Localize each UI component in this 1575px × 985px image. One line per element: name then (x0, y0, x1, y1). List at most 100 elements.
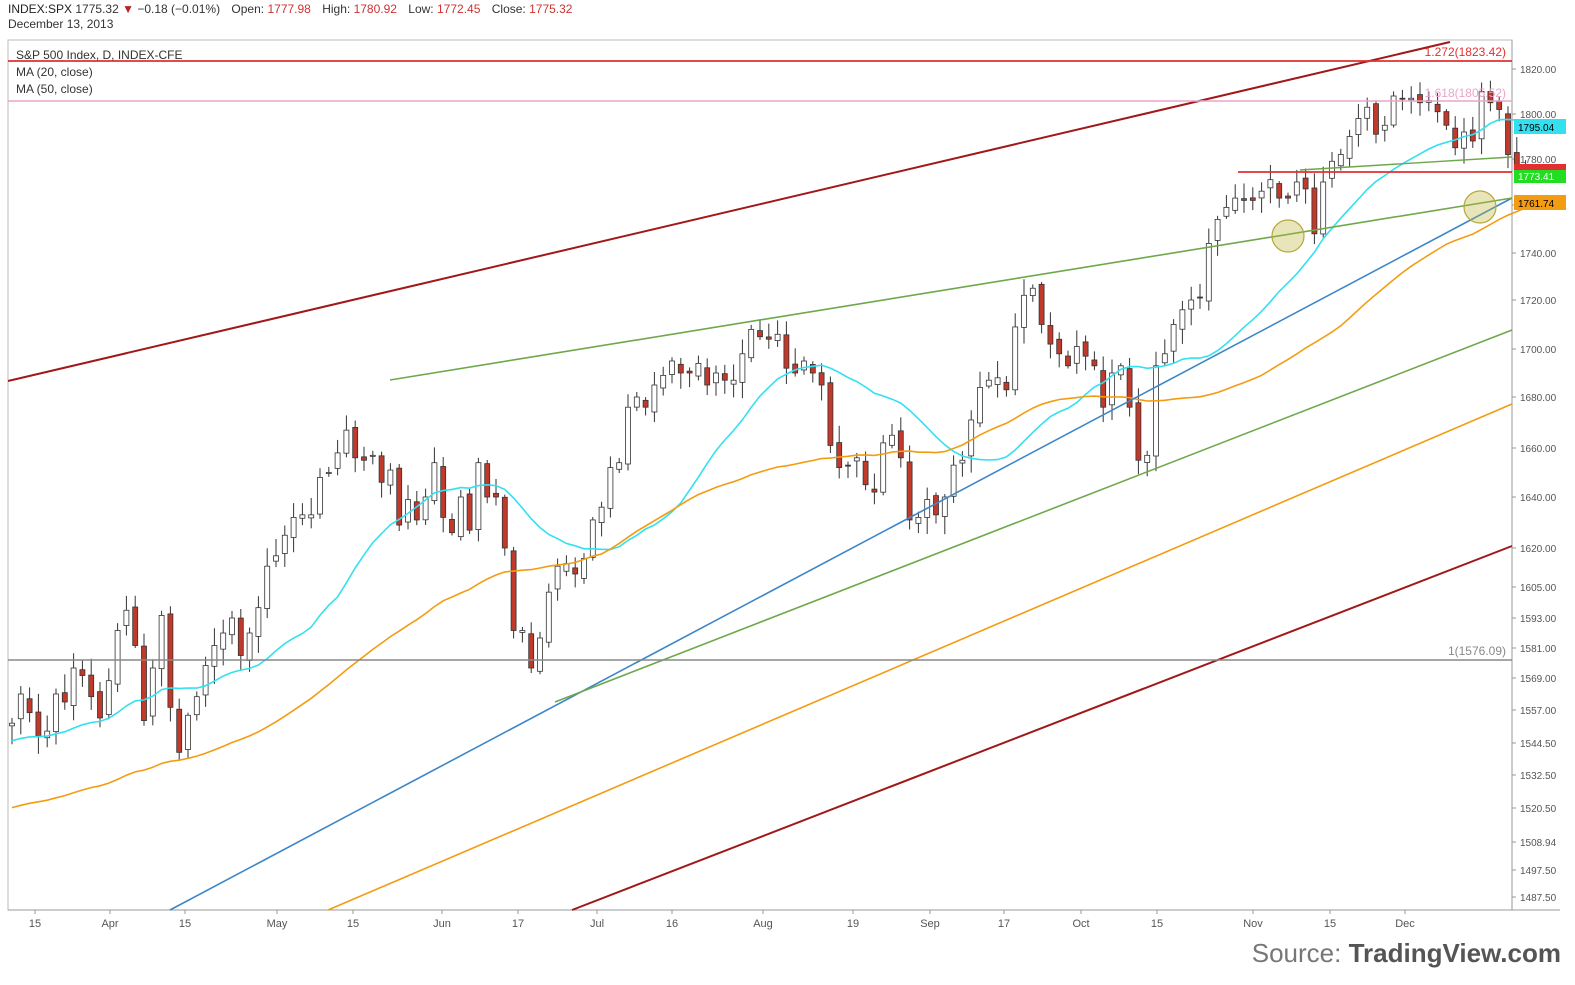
candle-up (202, 665, 209, 696)
candle-up (589, 519, 596, 558)
candle-up (264, 565, 271, 609)
candle-down (897, 430, 904, 459)
chart-title: S&P 500 Index, D, INDEX-CFE (16, 48, 183, 62)
candle-up (853, 457, 860, 462)
candle-up (598, 506, 605, 523)
candle-up (1170, 324, 1177, 352)
candle-up (1267, 179, 1274, 189)
candle-down (572, 567, 579, 575)
candle-up (422, 496, 429, 521)
price-tag (1514, 119, 1566, 134)
y-tick-label: 1620.00 (1520, 544, 1557, 555)
candle-up (959, 459, 966, 464)
candle-down (449, 519, 455, 534)
candle-down (757, 330, 763, 338)
candle-up (317, 476, 323, 515)
candle-down (862, 460, 869, 486)
candle-down (1135, 402, 1142, 461)
candle-down (1091, 359, 1098, 367)
candle-up (545, 591, 552, 643)
source-brand: TradingView.com (1348, 938, 1561, 968)
x-tick-label: Aug (753, 918, 773, 930)
x-tick-label: 15 (1324, 918, 1336, 930)
green-resistance-line (389, 197, 1513, 381)
candle-up (149, 667, 156, 717)
candle-up (1144, 454, 1151, 463)
candle-up (1021, 294, 1027, 328)
x-tick-label: 19 (847, 918, 859, 930)
candle-down (1373, 103, 1379, 135)
x-tick-label: 15 (179, 918, 191, 930)
candle-up (977, 386, 983, 424)
candle-up (985, 379, 992, 387)
candle-up (9, 722, 15, 727)
x-tick-label: Sep (920, 918, 940, 930)
candle-down (141, 645, 147, 721)
candle-down (1065, 355, 1071, 367)
fib-level-label: 1(1576.09) (1448, 644, 1506, 658)
low-value: 1772.45 (437, 2, 481, 16)
candle-up (801, 360, 807, 371)
support-trendline (169, 197, 1513, 911)
candle-down (88, 674, 95, 698)
candle-up (387, 469, 394, 486)
candle-down (501, 496, 508, 549)
candle-up (1390, 95, 1397, 126)
candle-up (1337, 154, 1344, 167)
candle-up (1408, 97, 1415, 101)
candle-down (906, 461, 913, 521)
candle-up (1478, 91, 1485, 140)
candle-up (1109, 372, 1115, 406)
candle-down (1505, 113, 1511, 155)
candle-up (114, 630, 121, 685)
candle-down (871, 488, 878, 493)
candle-up (1179, 309, 1186, 330)
y-tick-label: 1780.00 (1520, 155, 1557, 166)
candle-up (994, 377, 1001, 385)
candle-up (1329, 160, 1335, 179)
x-tick-label: Oct (1072, 918, 1089, 930)
source-prefix: Source: (1251, 938, 1342, 968)
candle-up (915, 517, 922, 524)
candle-up (1355, 118, 1362, 136)
candle-up (730, 379, 737, 385)
candle-down (413, 501, 420, 521)
candle-down (845, 464, 851, 467)
y-tick-label: 1544.50 (1520, 739, 1557, 750)
y-tick-label: 1640.00 (1520, 493, 1557, 504)
candle-down (836, 442, 843, 468)
candle-up (105, 680, 112, 715)
candle-down (176, 708, 183, 753)
candle-up (281, 534, 288, 554)
candle-up (633, 396, 640, 408)
candle-down (352, 427, 359, 459)
candle-up (519, 630, 526, 633)
green-short-line (1299, 156, 1513, 171)
candle-down (1047, 325, 1054, 345)
candle-up (1012, 326, 1019, 391)
candle-down (1126, 368, 1133, 408)
candle-down (493, 492, 499, 498)
candle-up (1232, 197, 1239, 211)
candle-up (1153, 365, 1159, 457)
candle-down (1434, 103, 1441, 113)
candle-down (642, 399, 649, 408)
candle-down (528, 633, 535, 669)
candle-up (669, 360, 675, 375)
candle-down (1311, 187, 1318, 235)
x-tick-label: Nov (1243, 918, 1263, 930)
candle-up (1320, 181, 1327, 235)
candle-down (361, 456, 367, 461)
x-tick-label: 17 (998, 918, 1010, 930)
candle-down (61, 692, 68, 703)
x-tick-label: Dec (1395, 918, 1415, 930)
plot-frame (7, 39, 1513, 911)
green-lower-line (554, 329, 1513, 703)
y-tick-label: 1532.50 (1520, 771, 1557, 782)
y-tick-label: 1557.00 (1520, 706, 1557, 717)
y-tick-label: 1508.94 (1520, 838, 1557, 849)
symbol-label: INDEX:SPX (8, 2, 73, 16)
x-tick-label: 17 (512, 918, 524, 930)
y-tick-label: 1820.00 (1520, 65, 1557, 76)
